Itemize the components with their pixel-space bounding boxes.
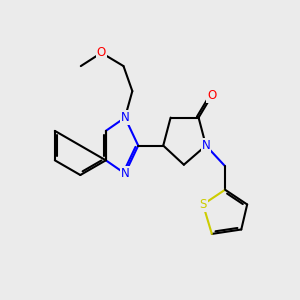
Text: S: S <box>199 198 207 211</box>
Text: N: N <box>121 167 129 180</box>
Text: O: O <box>97 46 106 59</box>
Text: N: N <box>202 139 210 152</box>
Text: N: N <box>121 111 129 124</box>
Text: O: O <box>207 89 217 102</box>
